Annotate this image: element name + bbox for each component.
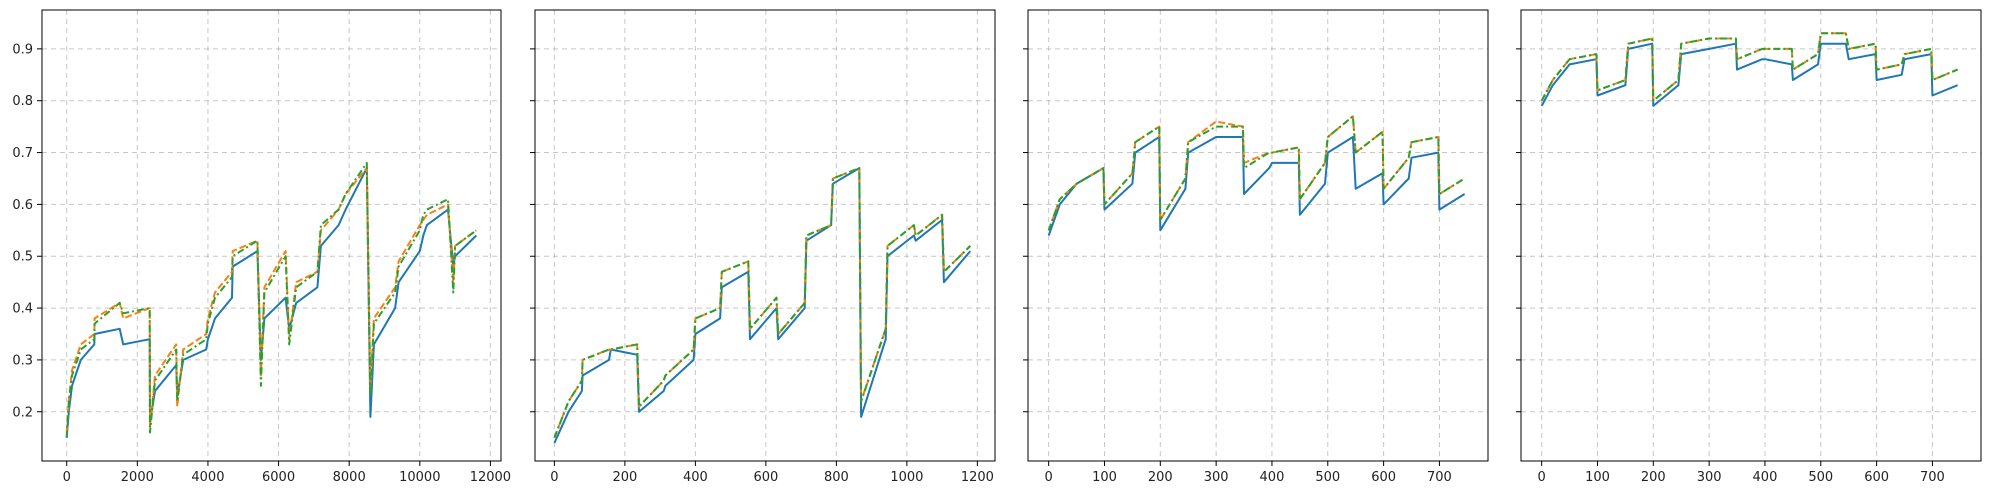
axes-frame (1027, 9, 1489, 462)
x-tick-label: 400 (1753, 470, 1778, 485)
x-tick-label: 0 (1045, 470, 1053, 485)
subplot-4: 0 100 200 300 400 500 600 700 (1516, 9, 1982, 485)
y-tick-label: 0.6 (12, 198, 33, 213)
series-line-1 (1540, 42, 1958, 107)
axes-frame (1520, 9, 1982, 462)
subplot-grid: 0 2000 4000 6000 8000 10000 120000.20.30.40.50… (12, 9, 1982, 485)
series-line-3 (65, 161, 477, 438)
series-group (1047, 115, 1466, 236)
x-tick-label: 600 (753, 470, 778, 485)
series-line-2 (1540, 32, 1958, 102)
subplot-2: 0 200 400 600 800 1000 1200 (530, 9, 996, 485)
x-tick-label: 600 (1371, 470, 1396, 485)
series-line-1 (1047, 136, 1466, 236)
series-line-3 (1540, 32, 1958, 102)
x-tick-label: 8000 (333, 470, 366, 485)
x-tick-label: 800 (824, 470, 849, 485)
y-tick-label: 0.5 (12, 250, 33, 265)
x-tick-label: 700 (1427, 470, 1452, 485)
y-tick-label: 0.2 (12, 405, 33, 420)
x-tick-label: 2000 (121, 470, 154, 485)
y-tick-label: 0.7 (12, 146, 33, 161)
series-group (1540, 32, 1958, 107)
x-tick-label: 600 (1864, 470, 1889, 485)
x-tick-label: 0 (1538, 470, 1546, 485)
x-tick-label: 100 (1092, 470, 1117, 485)
y-tick-label: 0.8 (12, 94, 33, 109)
y-tick-label: 0.3 (12, 353, 33, 368)
x-tick-label: 4000 (191, 470, 224, 485)
x-tick-label: 200 (1148, 470, 1173, 485)
x-tick-label: 300 (1204, 470, 1229, 485)
x-tick-label: 500 (1315, 470, 1340, 485)
series-line-1 (553, 167, 972, 444)
x-tick-label: 10000 (399, 470, 440, 485)
series-line-2 (1047, 115, 1466, 231)
series-line-3 (553, 167, 972, 439)
x-tick-label: 12000 (470, 470, 511, 485)
x-tick-label: 200 (612, 470, 637, 485)
x-tick-label: 500 (1808, 470, 1833, 485)
x-tick-label: 6000 (262, 470, 295, 485)
x-tick-label: 0 (63, 470, 71, 485)
x-tick-label: 400 (1260, 470, 1285, 485)
x-tick-label: 0 (550, 470, 558, 485)
subplot-3: 0 100 200 300 400 500 600 700 (1023, 9, 1489, 485)
series-line-2 (553, 167, 972, 439)
x-tick-label: 300 (1697, 470, 1722, 485)
x-tick-label: 200 (1641, 470, 1666, 485)
y-tick-label: 0.9 (12, 42, 33, 57)
y-tick-label: 0.4 (12, 302, 33, 317)
series-line-1 (65, 167, 477, 438)
series-line-2 (65, 167, 477, 433)
x-tick-label: 1200 (961, 470, 994, 485)
subplot-1: 0 2000 4000 6000 8000 10000 12000 0.2 0.3 0.4 0.5 0… (12, 9, 511, 485)
x-tick-label: 400 (683, 470, 708, 485)
series-line-3 (1047, 115, 1466, 231)
x-tick-label: 700 (1920, 470, 1945, 485)
series-group (553, 167, 972, 444)
x-tick-label: 1000 (890, 470, 923, 485)
x-tick-label: 100 (1585, 470, 1610, 485)
axes-frame (534, 9, 996, 462)
series-group (65, 161, 477, 438)
axes-frame (41, 9, 502, 462)
